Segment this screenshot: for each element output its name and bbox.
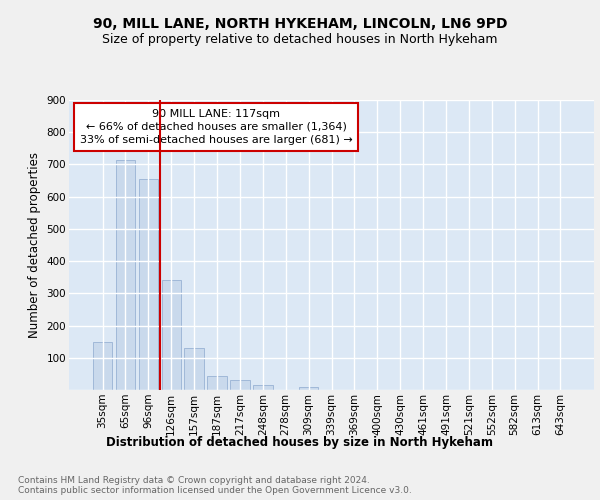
- Bar: [116, 160, 135, 390]
- Bar: [230, 380, 250, 390]
- Bar: [184, 348, 204, 390]
- Text: 90 MILL LANE: 117sqm
← 66% of detached houses are smaller (1,364)
33% of semi-de: 90 MILL LANE: 117sqm ← 66% of detached h…: [80, 108, 352, 145]
- Text: Distribution of detached houses by size in North Hykeham: Distribution of detached houses by size …: [107, 436, 493, 449]
- Bar: [253, 386, 272, 390]
- Bar: [161, 280, 181, 390]
- Bar: [208, 376, 227, 390]
- Text: Contains HM Land Registry data © Crown copyright and database right 2024.
Contai: Contains HM Land Registry data © Crown c…: [18, 476, 412, 495]
- Bar: [93, 342, 112, 390]
- Bar: [299, 388, 319, 390]
- Text: 90, MILL LANE, NORTH HYKEHAM, LINCOLN, LN6 9PD: 90, MILL LANE, NORTH HYKEHAM, LINCOLN, L…: [93, 18, 507, 32]
- Y-axis label: Number of detached properties: Number of detached properties: [28, 152, 41, 338]
- Bar: [139, 179, 158, 390]
- Text: Size of property relative to detached houses in North Hykeham: Size of property relative to detached ho…: [102, 32, 498, 46]
